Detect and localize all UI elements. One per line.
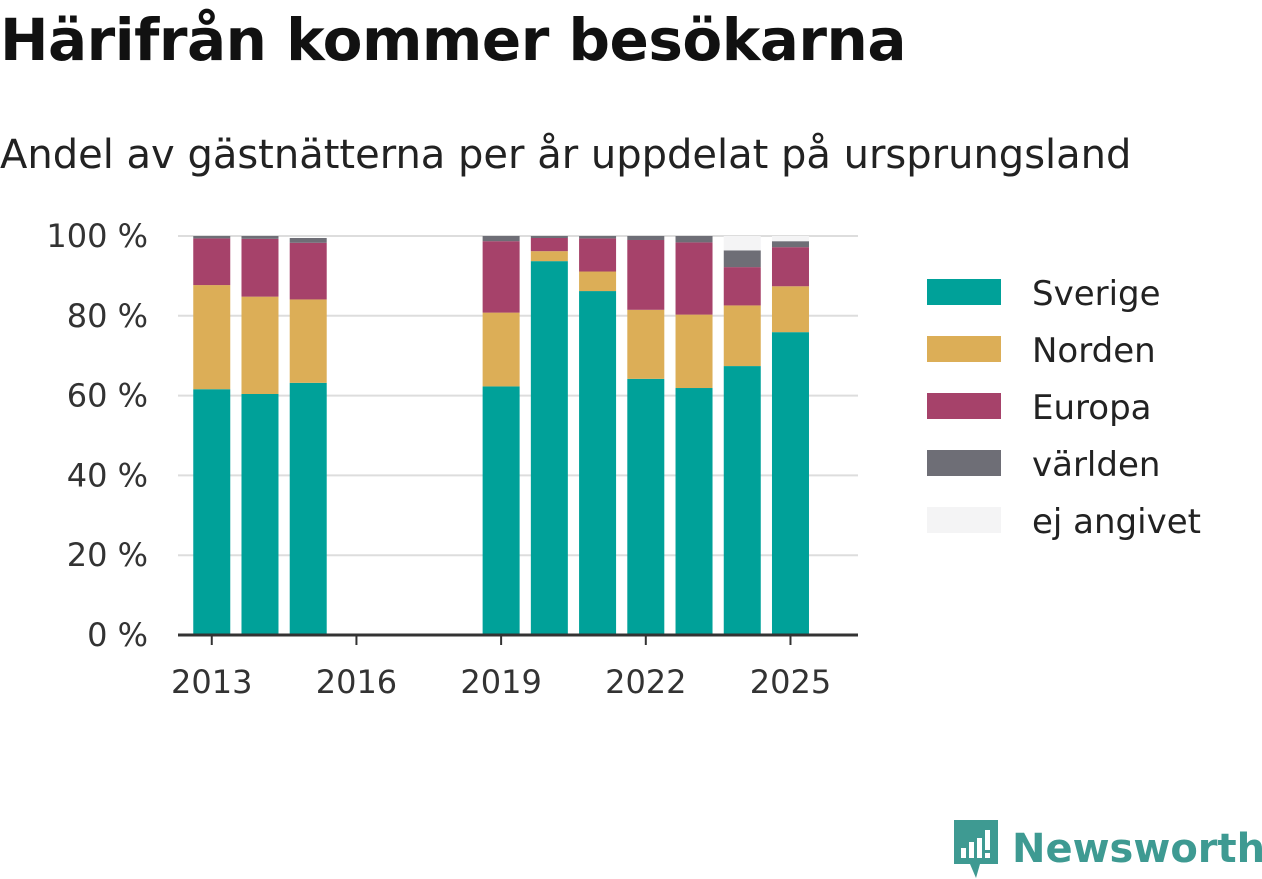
bar-segment [579,291,617,635]
bar-segment [627,378,665,635]
legend-swatch [927,336,1001,362]
bar-segment [530,261,568,635]
bar-segment [723,267,761,306]
bar-segment [579,238,617,272]
legend-label: ej angivet [1032,502,1201,542]
y-tick-label: 20 % [67,536,148,574]
bar-segment [675,236,713,243]
bars [193,236,809,635]
x-tick-label: 2016 [316,663,397,701]
bar-segment [723,366,761,635]
legend-swatch [927,450,1001,476]
x-tick-label: 2025 [750,663,831,701]
bar-segment [723,305,761,367]
legend-label: Sverige [1032,274,1161,314]
bar-segment [482,312,520,387]
legend-label: Norden [1032,331,1156,371]
bar-segment [627,236,665,240]
y-tick-label: 40 % [67,456,148,494]
bar-segment [675,314,713,389]
bar-segment [627,239,665,310]
bar-segment [241,238,279,297]
bar-segment [530,236,568,238]
y-tick-label: 100 % [46,217,148,255]
bar-segment [241,394,279,635]
bar-segment [530,237,568,252]
bar-segment [482,236,520,242]
y-tick-label: 80 % [67,297,148,335]
newsworthy-brand: Newsworthy [950,818,1262,879]
bar-segment [675,242,713,315]
bar-segment [627,309,665,379]
x-tick-label: 2013 [171,663,252,701]
bar-segment [771,286,809,333]
legend-swatch [927,279,1001,305]
bar-segment [289,242,327,300]
legend: Sverige Norden Europa världen ej angivet [927,274,1201,542]
bar-segment [675,388,713,635]
bar-segment [771,332,809,635]
bar-segment [241,296,279,395]
x-tick-label: 2022 [605,663,686,701]
chart-title: Härifrån kommer besökarna [0,6,906,74]
bar-segment [193,285,231,390]
legend-swatch [927,507,1001,533]
bar-segment [289,299,327,383]
bar-segment [289,237,327,243]
bar-segment [482,386,520,635]
chart-subtitle: Andel av gästnätterna per år uppdelat på… [0,132,1132,178]
x-tick-label: 2019 [460,663,541,701]
bar-segment [482,241,520,313]
y-tick-label: 60 % [67,377,148,415]
bar-segment [241,236,279,239]
bar-segment [771,247,809,287]
y-tick-label: 0 % [87,616,148,654]
axes: 0 % 20 % 40 % 60 % 80 % 100 % 2013 2016 2019 2022… [46,217,858,701]
bar-segment [193,238,231,286]
bar-segment [579,236,617,239]
bar-segment [771,236,809,242]
legend-swatch [927,393,1001,419]
bar-segment [193,389,231,635]
brand-name: Newsworthy [1012,826,1262,872]
bar-segment [530,251,568,262]
legend-label: Europa [1032,388,1151,428]
bar-segment [771,241,809,248]
bar-segment [579,271,617,292]
bar-segment [723,236,761,251]
newsworthy-logo-icon [954,820,998,878]
bar-segment [289,382,327,635]
bar-segment [193,236,231,239]
legend-label: världen [1032,445,1160,485]
bar-segment [723,250,761,268]
